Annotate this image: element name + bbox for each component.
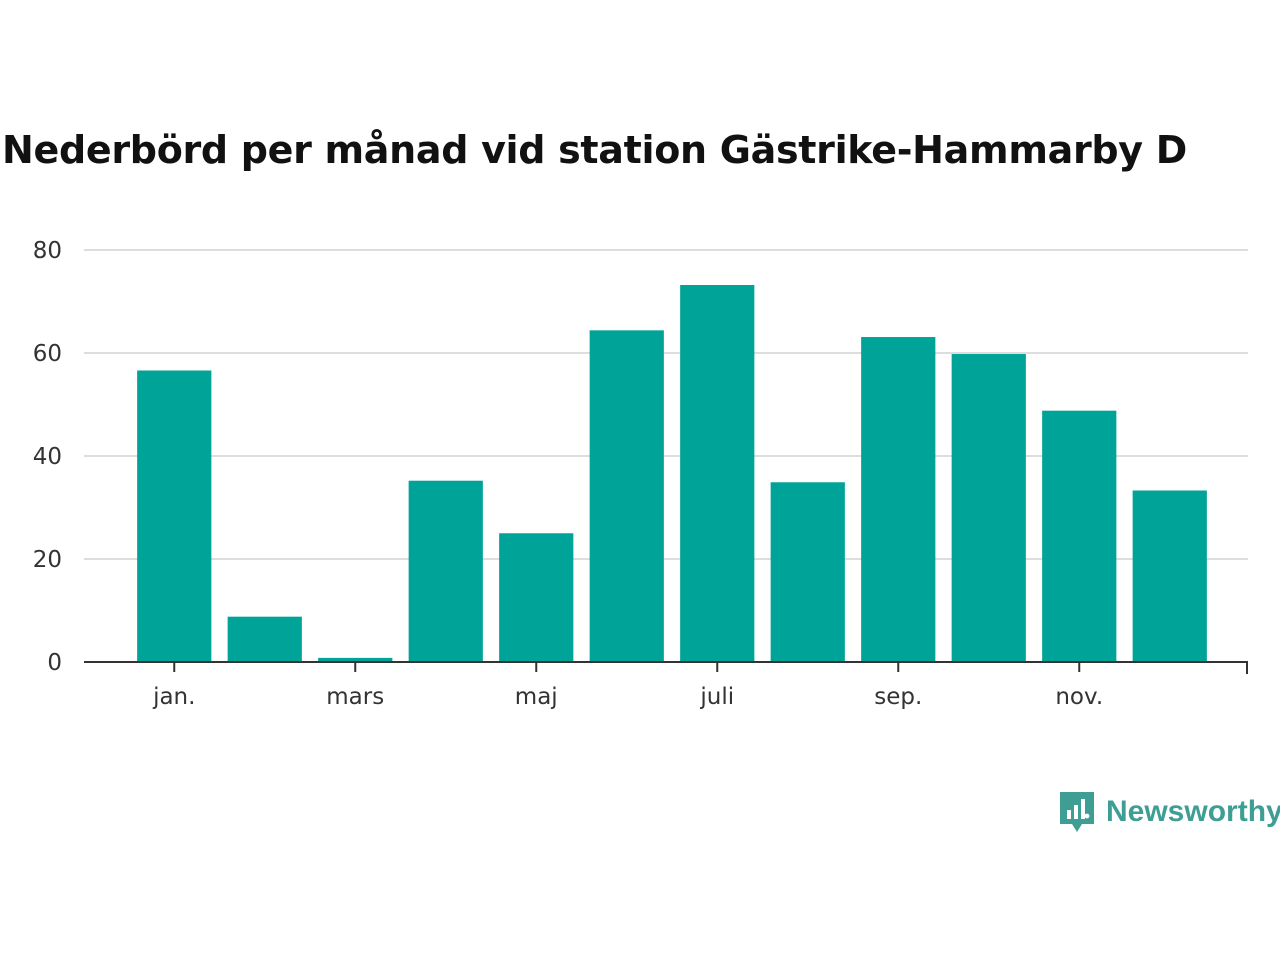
bar-aug <box>770 482 845 662</box>
bar-juli <box>680 285 755 662</box>
bars <box>137 285 1207 662</box>
bar-dec <box>1132 490 1207 662</box>
y-tick-label: 60 <box>33 341 62 367</box>
x-tick-label: mars <box>326 684 384 710</box>
bar-mars <box>318 657 393 662</box>
brand-name: Newsworthy <box>1106 795 1280 828</box>
brand-logo: Newsworthy <box>1058 790 1280 834</box>
bar-juni <box>589 330 664 662</box>
newsworthy-logo-icon <box>1060 792 1094 832</box>
bar-jan <box>137 370 212 662</box>
bar-sep <box>861 337 936 662</box>
bar-nov <box>1042 410 1117 662</box>
axes <box>84 661 1248 674</box>
x-tick-label: juli <box>699 684 734 710</box>
y-tick-label: 0 <box>47 650 62 676</box>
x-tick-label: sep. <box>874 684 922 710</box>
x-tick-label: jan. <box>152 684 195 710</box>
bar-maj <box>499 533 574 662</box>
tick-labels: 0 20 40 60 80 jan. mars maj juli sep. nov. <box>33 238 1103 710</box>
y-tick-label: 80 <box>33 238 62 264</box>
x-tick-label: maj <box>515 684 558 710</box>
chart-title: Nederbörd per månad vid station Gästrike… <box>2 128 1187 172</box>
bar-feb <box>227 616 302 662</box>
bar-okt <box>951 354 1026 662</box>
x-tick-label: nov. <box>1055 684 1103 710</box>
bar-apr <box>408 480 483 662</box>
y-tick-label: 20 <box>33 547 62 573</box>
y-tick-label: 40 <box>33 444 62 470</box>
